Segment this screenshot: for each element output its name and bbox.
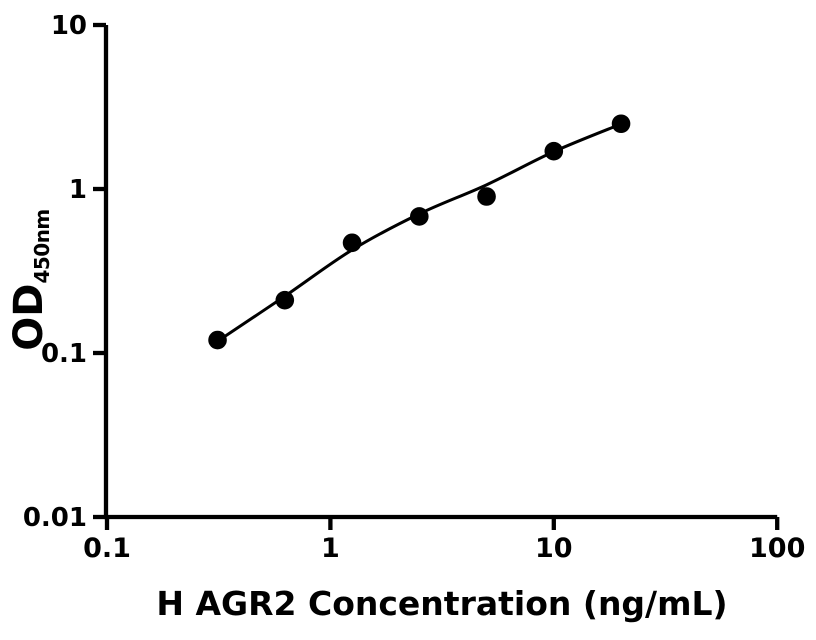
y-tick-label: 0.1	[41, 339, 87, 369]
data-point	[611, 114, 631, 134]
data-point	[275, 290, 295, 310]
axis-spines	[103, 25, 778, 520]
x-tick-label: 100	[749, 533, 805, 564]
y-axis-title-main: OD	[6, 283, 52, 351]
y-axis-title: OD450nm	[6, 209, 54, 351]
y-axis-title-subscript: 450nm	[30, 209, 54, 284]
x-axis-title: H AGR2 Concentration (ng/mL)	[156, 584, 728, 623]
y-tick-label: 10	[51, 11, 87, 41]
y-tick-label: 0.01	[23, 503, 87, 533]
x-tick-label: 1	[321, 533, 340, 564]
data-point	[342, 233, 362, 253]
data-point	[544, 141, 564, 161]
x-tick-label: 0.1	[83, 533, 131, 564]
data-point	[477, 187, 496, 206]
data-point	[409, 207, 429, 226]
x-tick-label: 10	[535, 533, 573, 564]
data-point	[208, 330, 227, 350]
y-tick-label: 1	[69, 175, 87, 205]
